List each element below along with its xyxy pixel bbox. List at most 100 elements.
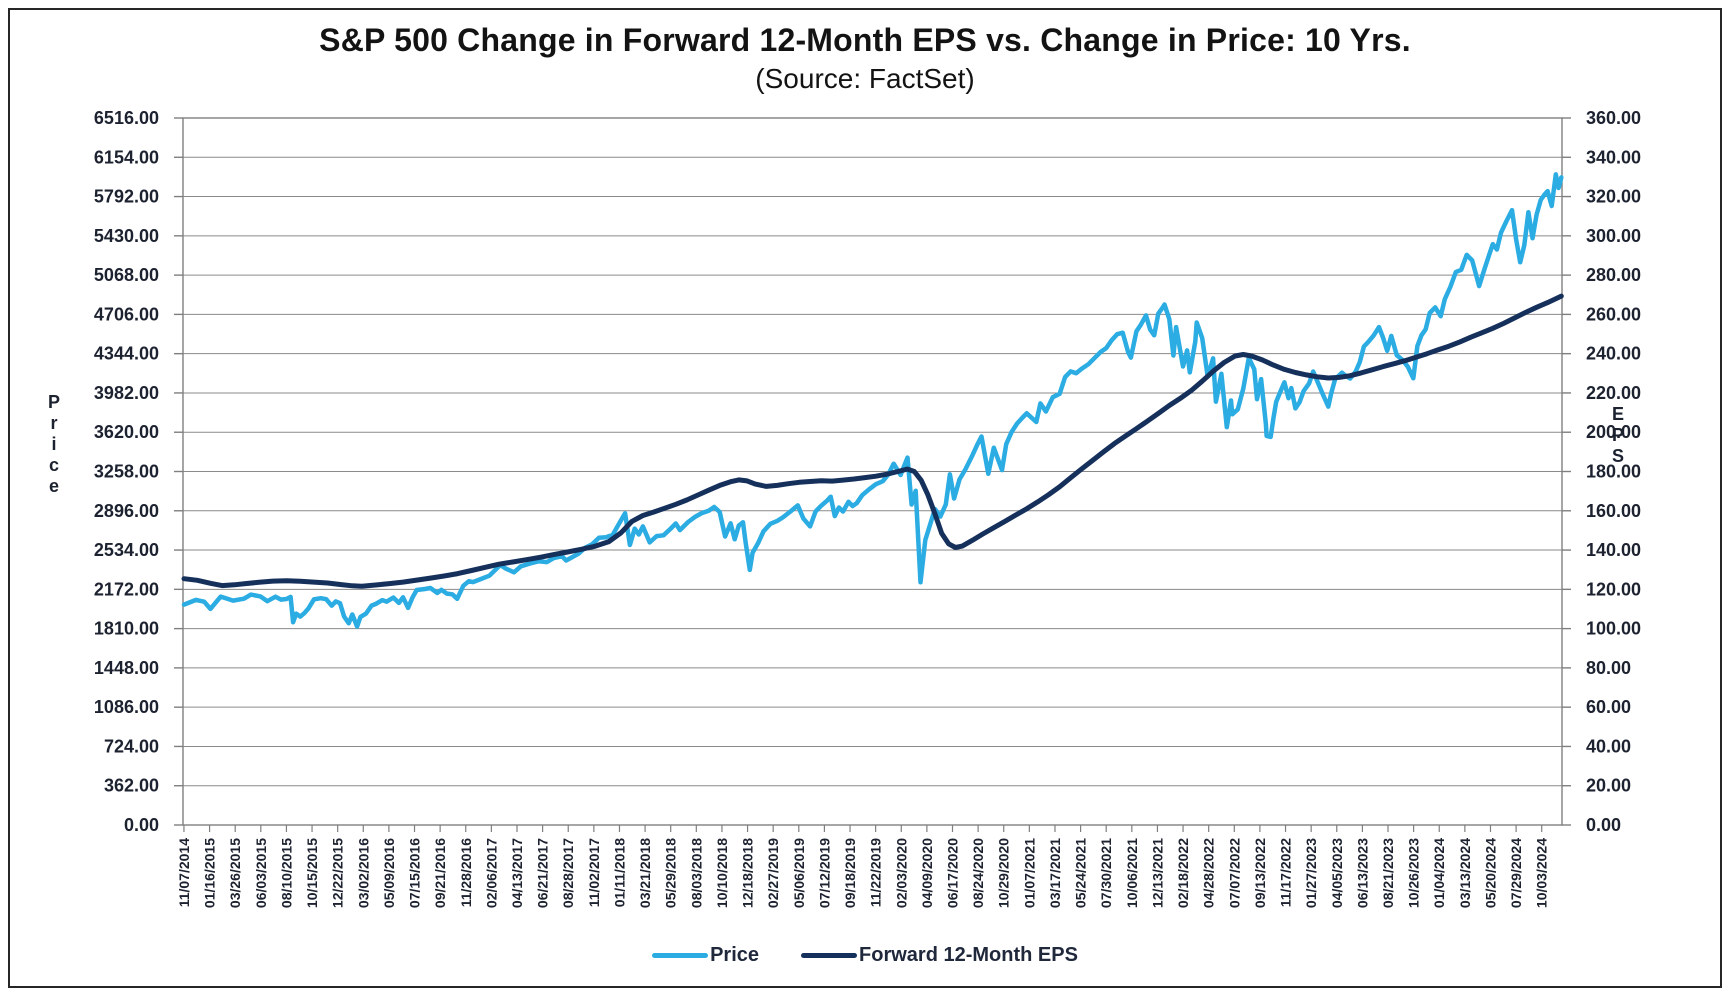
x-axis-date-label: 02/18/2022 bbox=[1175, 838, 1191, 908]
x-axis-date-label: 11/07/2014 bbox=[176, 838, 192, 908]
x-axis-date-label: 04/09/2020 bbox=[919, 838, 935, 908]
axis-ticks-and-labels: 6516.00 360.00 6154.00 340.00 5792.00 320.00 5… bbox=[94, 108, 1641, 908]
y-left-tick-label: 362.00 bbox=[104, 776, 159, 796]
y-left-tick-label: 2896.00 bbox=[94, 501, 159, 521]
legend-item-price: Price bbox=[652, 944, 759, 967]
x-axis-date-label: 06/13/2023 bbox=[1354, 838, 1370, 908]
x-axis-date-label: 11/17/2022 bbox=[1278, 838, 1294, 908]
eps-series-line bbox=[181, 293, 1564, 589]
y-right-tick-label: 80.00 bbox=[1586, 658, 1631, 678]
x-axis-date-label: 05/29/2018 bbox=[663, 838, 679, 908]
y-right-tick-label: 40.00 bbox=[1586, 736, 1631, 756]
price-series-line bbox=[181, 172, 1564, 629]
y-right-tick-label: 360.00 bbox=[1586, 108, 1641, 128]
x-axis-date-label: 12/13/2021 bbox=[1149, 838, 1165, 908]
x-axis-date-label: 11/22/2019 bbox=[868, 838, 884, 908]
x-axis-date-label: 07/12/2019 bbox=[816, 838, 832, 908]
x-axis-date-label: 01/27/2023 bbox=[1303, 838, 1319, 908]
chart-legend: Price Forward 12-Month EPS bbox=[0, 944, 1730, 967]
y-left-tick-label: 1086.00 bbox=[94, 697, 159, 717]
y-right-tick-label: 0.00 bbox=[1586, 815, 1621, 835]
legend-item-forward-eps: Forward 12-Month EPS bbox=[801, 944, 1078, 967]
y-right-tick-label: 140.00 bbox=[1586, 540, 1641, 560]
x-axis-date-label: 06/17/2020 bbox=[945, 838, 961, 908]
x-axis-date-label: 11/02/2017 bbox=[586, 838, 602, 908]
right-axis-title-eps: E P S bbox=[1611, 404, 1624, 466]
y-left-tick-label: 3982.00 bbox=[94, 383, 159, 403]
x-axis-date-label: 02/27/2019 bbox=[765, 838, 781, 908]
x-axis-date-label: 03/02/2016 bbox=[355, 838, 371, 908]
x-axis-date-label: 07/07/2022 bbox=[1226, 838, 1242, 908]
y-right-tick-label: 20.00 bbox=[1586, 776, 1631, 796]
x-axis-date-label: 07/15/2016 bbox=[407, 838, 423, 908]
left-axis-title-price: P r i c e bbox=[47, 392, 60, 496]
chart-title: S&P 500 Change in Forward 12-Month EPS v… bbox=[319, 22, 1411, 58]
x-axis-date-label: 04/13/2017 bbox=[509, 838, 525, 908]
x-axis-date-label: 09/13/2022 bbox=[1252, 838, 1268, 908]
y-left-tick-label: 724.00 bbox=[104, 736, 159, 756]
x-axis-date-label: 01/04/2024 bbox=[1431, 838, 1447, 908]
x-axis-date-label: 08/24/2020 bbox=[970, 838, 986, 908]
price-legend-label: Price bbox=[710, 944, 760, 966]
x-axis-date-label: 01/16/2015 bbox=[202, 838, 218, 908]
chart-subtitle: (Source: FactSet) bbox=[755, 63, 975, 94]
x-axis-date-label: 08/10/2015 bbox=[278, 838, 294, 908]
x-axis-date-label: 05/24/2021 bbox=[1073, 838, 1089, 908]
eps-legend-line-swatch bbox=[801, 953, 858, 958]
y-left-tick-label: 1448.00 bbox=[94, 658, 159, 678]
x-axis-date-label: 06/21/2017 bbox=[535, 838, 551, 908]
y-right-tick-label: 60.00 bbox=[1586, 697, 1631, 717]
y-left-tick-label: 5430.00 bbox=[94, 226, 159, 246]
x-axis-date-label: 01/11/2018 bbox=[612, 838, 628, 908]
y-left-tick-label: 3258.00 bbox=[94, 462, 159, 482]
x-axis-date-label: 04/28/2022 bbox=[1201, 838, 1217, 908]
y-left-tick-label: 5068.00 bbox=[94, 265, 159, 285]
y-left-tick-label: 4706.00 bbox=[94, 304, 159, 324]
gridlines bbox=[183, 117, 1562, 826]
y-right-tick-label: 100.00 bbox=[1586, 619, 1641, 639]
y-right-tick-label: 320.00 bbox=[1586, 187, 1641, 207]
y-right-tick-label: 240.00 bbox=[1586, 344, 1641, 364]
x-axis-date-label: 10/06/2021 bbox=[1124, 838, 1140, 908]
x-axis-date-label: 12/18/2018 bbox=[740, 838, 756, 908]
y-right-tick-label: 220.00 bbox=[1586, 383, 1641, 403]
y-right-tick-label: 180.00 bbox=[1586, 462, 1641, 482]
x-axis-date-label: 08/28/2017 bbox=[560, 838, 576, 908]
y-right-tick-label: 160.00 bbox=[1586, 501, 1641, 521]
x-axis-date-label: 12/22/2015 bbox=[330, 838, 346, 908]
y-left-tick-label: 6154.00 bbox=[94, 147, 159, 167]
price-legend-line-swatch bbox=[652, 953, 709, 958]
x-axis-date-label: 11/28/2016 bbox=[458, 838, 474, 908]
y-left-tick-label: 2172.00 bbox=[94, 579, 159, 599]
x-axis-date-label: 08/03/2018 bbox=[688, 838, 704, 908]
y-left-tick-label: 4344.00 bbox=[94, 344, 159, 364]
x-axis-date-label: 03/21/2018 bbox=[637, 838, 653, 908]
x-axis-date-label: 02/03/2020 bbox=[893, 838, 909, 908]
y-right-tick-label: 120.00 bbox=[1586, 579, 1641, 599]
x-axis-date-label: 01/07/2021 bbox=[1021, 838, 1037, 908]
y-left-tick-label: 1810.00 bbox=[94, 619, 159, 639]
x-axis-date-label: 09/18/2019 bbox=[842, 838, 858, 908]
x-axis-date-label: 03/13/2024 bbox=[1457, 838, 1473, 908]
x-axis-date-label: 07/29/2024 bbox=[1508, 838, 1524, 908]
y-left-tick-label: 0.00 bbox=[124, 815, 159, 835]
plot-border bbox=[182, 117, 1563, 826]
y-right-tick-label: 340.00 bbox=[1586, 147, 1641, 167]
x-axis-date-label: 03/17/2021 bbox=[1047, 838, 1063, 908]
x-axis-date-label: 06/03/2015 bbox=[253, 838, 269, 908]
y-right-tick-label: 300.00 bbox=[1586, 226, 1641, 246]
x-axis-date-label: 04/05/2023 bbox=[1329, 838, 1345, 908]
y-right-tick-label: 280.00 bbox=[1586, 265, 1641, 285]
x-axis-date-label: 03/26/2015 bbox=[227, 838, 243, 908]
x-axis-date-label: 10/26/2023 bbox=[1406, 838, 1422, 908]
x-axis-date-label: 07/30/2021 bbox=[1098, 838, 1114, 908]
eps-legend-label: Forward 12-Month EPS bbox=[859, 944, 1078, 966]
y-left-tick-label: 6516.00 bbox=[94, 108, 159, 128]
y-left-tick-label: 5792.00 bbox=[94, 187, 159, 207]
x-axis-date-label: 08/21/2023 bbox=[1380, 838, 1396, 908]
x-axis-date-label: 10/10/2018 bbox=[714, 838, 730, 908]
y-right-tick-label: 260.00 bbox=[1586, 304, 1641, 324]
x-axis-date-label: 10/29/2020 bbox=[996, 838, 1012, 908]
x-axis-date-label: 02/06/2017 bbox=[483, 838, 499, 908]
